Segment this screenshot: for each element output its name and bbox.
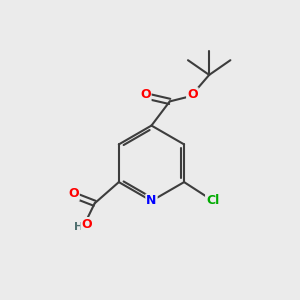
Text: O: O	[68, 187, 79, 200]
Text: Cl: Cl	[206, 194, 219, 207]
Text: H: H	[74, 222, 84, 232]
Text: O: O	[187, 88, 198, 101]
Text: O: O	[81, 218, 92, 231]
Text: O: O	[140, 88, 151, 101]
Text: N: N	[146, 194, 157, 207]
